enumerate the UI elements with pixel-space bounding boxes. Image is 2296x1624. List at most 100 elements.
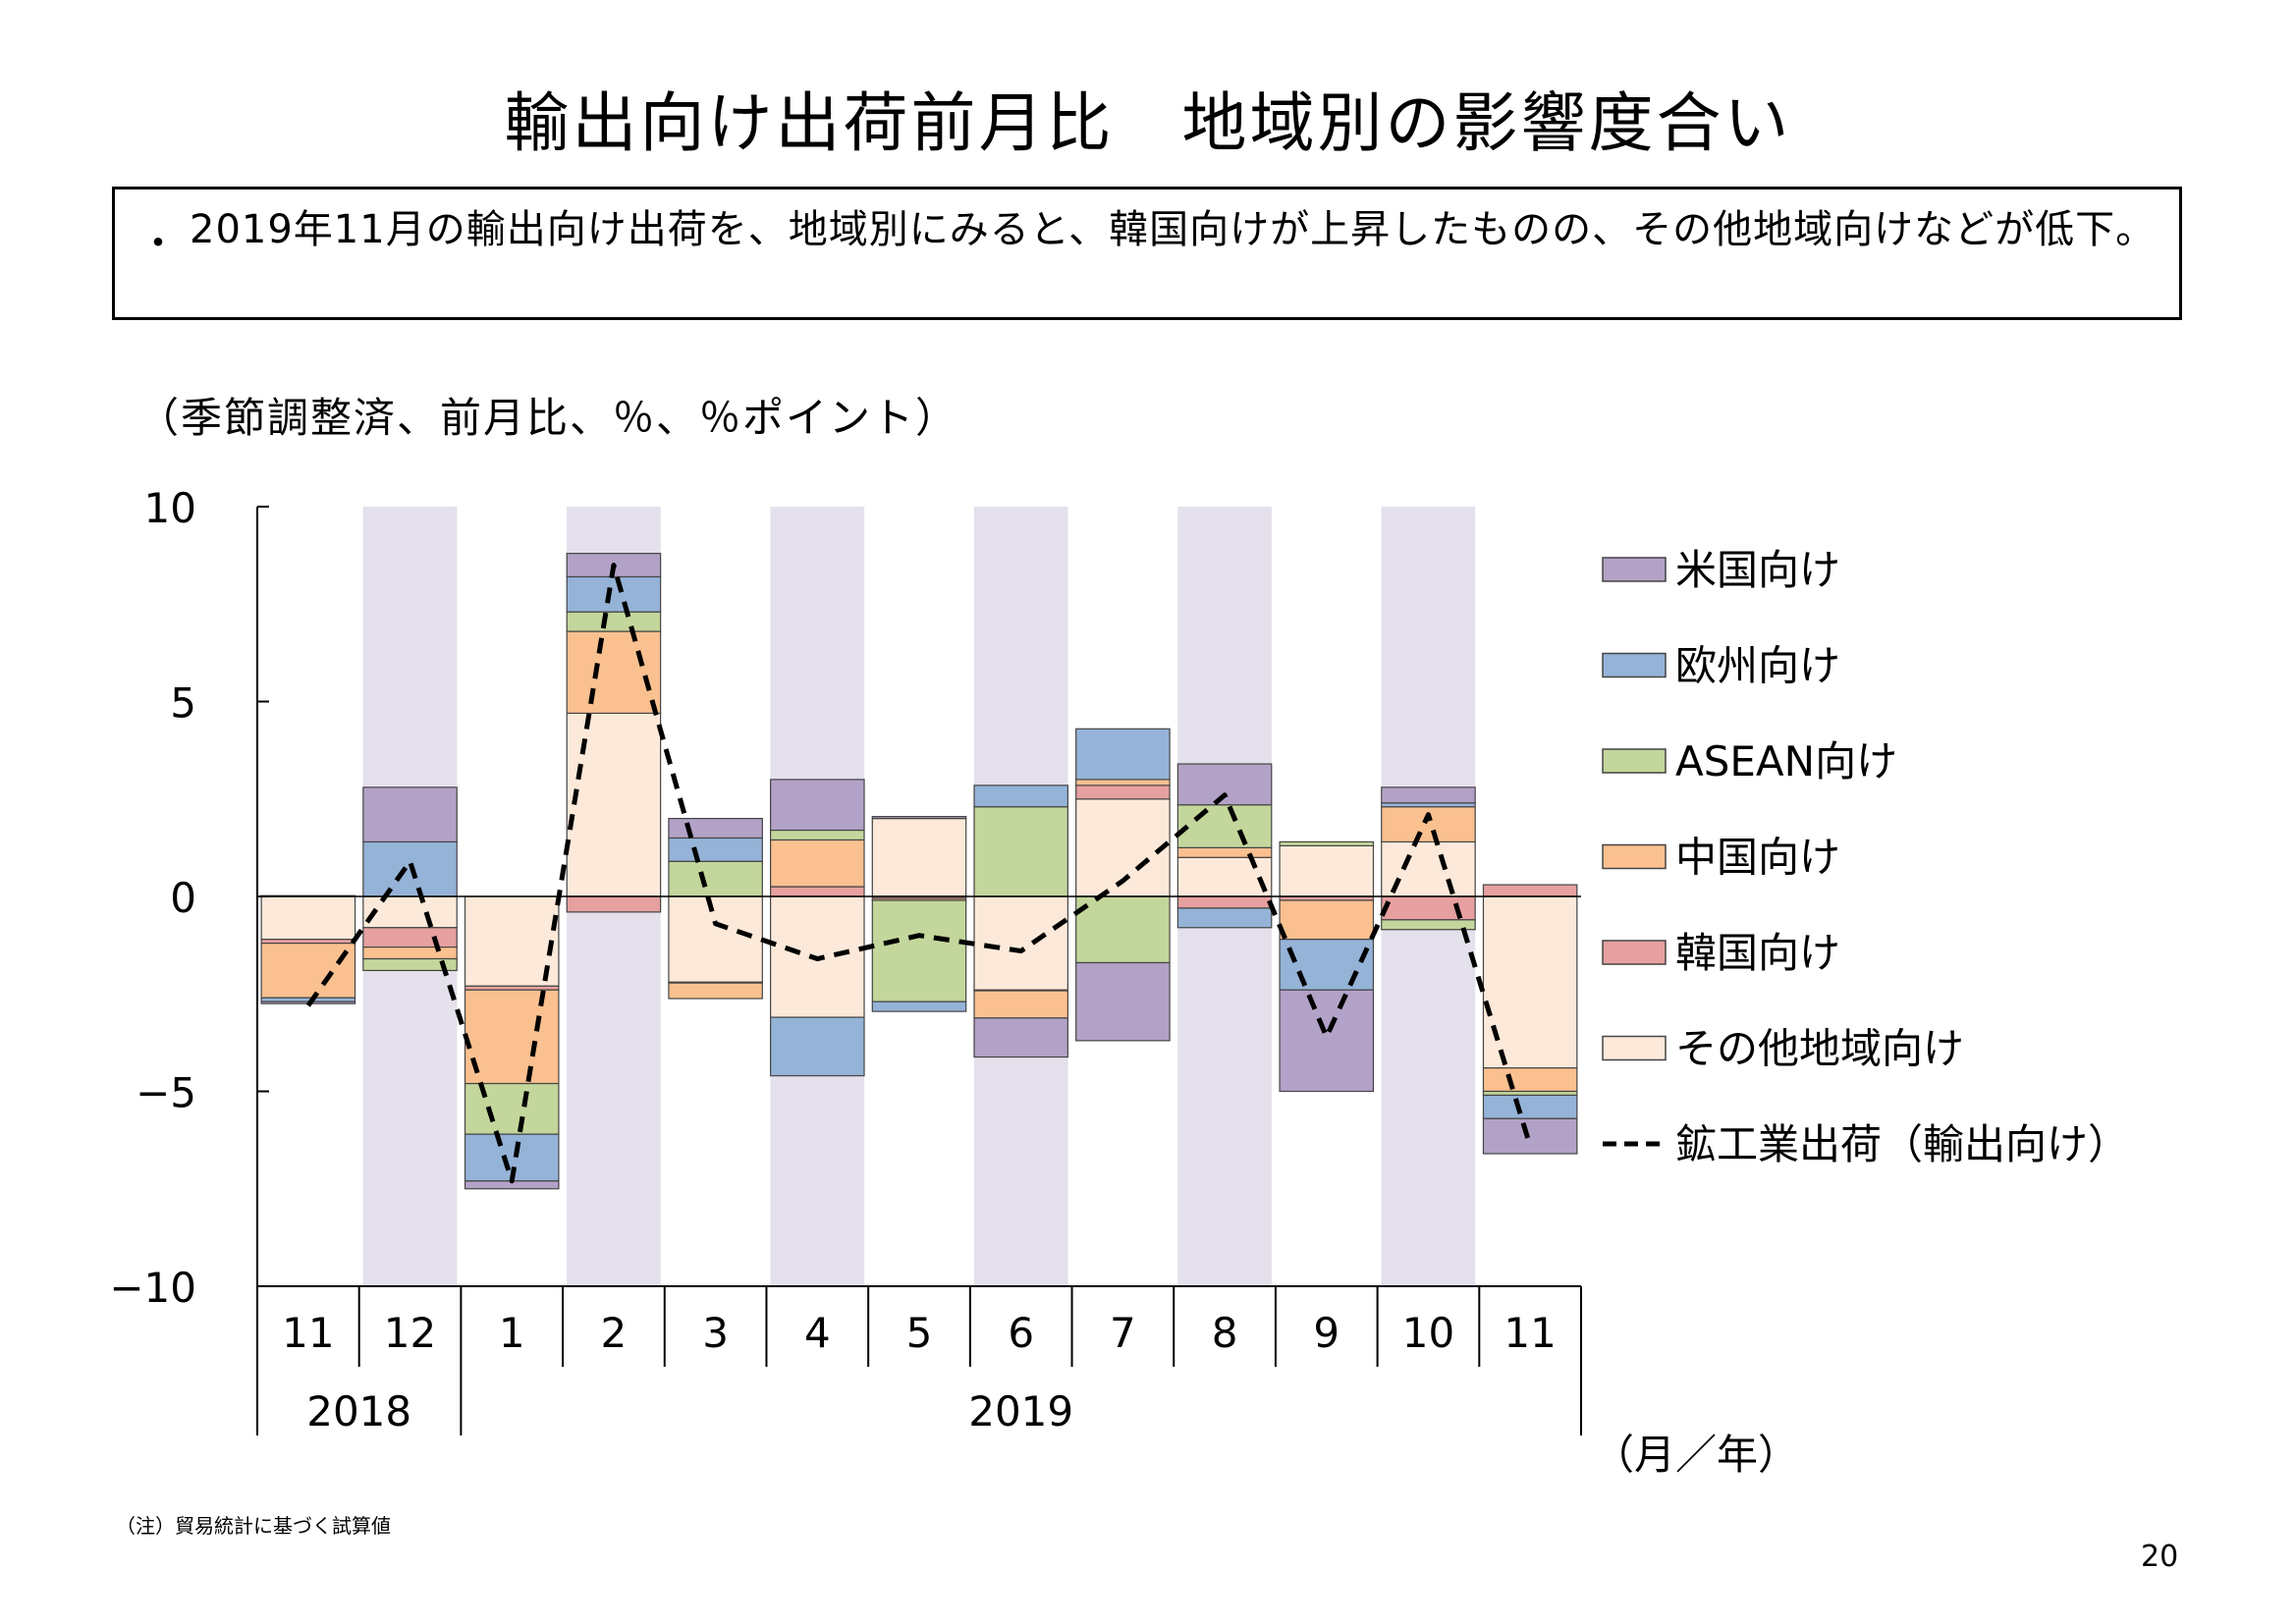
bar-segment	[1176, 763, 1273, 806]
x-tick-label: 12	[384, 1309, 436, 1357]
bar-segment	[1176, 895, 1273, 909]
bar-segment	[1279, 840, 1375, 846]
year-label: 2019	[968, 1387, 1073, 1435]
bar-segment	[1176, 804, 1273, 848]
bar-segment	[770, 886, 865, 897]
bar-segment	[566, 630, 662, 715]
bar-segment	[1381, 806, 1476, 843]
legend-swatch	[1602, 1035, 1667, 1061]
bar-segment	[1075, 779, 1171, 786]
bar-segment	[1279, 899, 1375, 941]
page-number: 20	[2141, 1540, 2179, 1574]
bar-segment	[668, 982, 763, 1000]
bar-segment	[566, 611, 662, 632]
bar-segment	[1075, 785, 1171, 800]
bar-segment	[1176, 856, 1273, 897]
x-tick-label: 4	[804, 1309, 831, 1357]
x-axis-unit-label: （月／年）	[1593, 1431, 1799, 1479]
y-tick-label: 5	[170, 679, 196, 728]
bar-segment	[1381, 786, 1476, 804]
bar-segment	[770, 839, 865, 888]
bar-segment	[362, 957, 458, 972]
bar-segment	[871, 816, 967, 820]
x-tick-label: 5	[906, 1309, 933, 1357]
summary-text: 2019年11月の輸出向け出荷を、地域別にみると、韓国向けが上昇したものの、その…	[190, 207, 2157, 252]
bar-segment	[973, 785, 1068, 808]
bar-segment	[668, 895, 763, 983]
y-tick-label: 0	[170, 874, 196, 922]
bar-segment	[260, 895, 356, 941]
x-tick-label: 2	[601, 1309, 628, 1357]
legend-label: 欧州向け	[1675, 642, 1840, 690]
bar-segment	[1279, 989, 1375, 1093]
x-tick-label: 7	[1110, 1309, 1136, 1357]
y-tick-label: −10	[109, 1264, 196, 1312]
bar-segment	[566, 895, 662, 913]
x-tick-label: 10	[1402, 1309, 1454, 1357]
legend-swatch	[1602, 843, 1667, 870]
x-tick-label: 11	[1503, 1309, 1556, 1357]
legend-swatch	[1602, 557, 1667, 582]
bar-segment	[1482, 895, 1578, 1069]
bar-segment	[973, 895, 1068, 991]
shipment-line	[305, 563, 1533, 1184]
bar-segment	[566, 712, 662, 897]
legend-label: 鉱工業出荷（輸出向け）	[1675, 1120, 2129, 1168]
legend-label: 韓国向け	[1675, 929, 1840, 977]
bar-segment	[871, 899, 967, 1002]
footnote: （注）貿易統計に基づく試算値	[116, 1514, 391, 1538]
bar-segment	[973, 806, 1068, 897]
legend-label: 中国向け	[1675, 834, 1840, 882]
bar-segment	[464, 989, 560, 1085]
y-tick-label: 10	[144, 484, 196, 532]
x-tick-label: 11	[282, 1309, 334, 1357]
units-note: （季節調整済、前月比、％、％ポイント）	[137, 394, 959, 442]
bar-segment	[1279, 939, 1375, 991]
summary-box: ・ 2019年11月の輸出向け出荷を、地域別にみると、韓国向けが上昇したものの、…	[112, 187, 2182, 320]
bullet-marker: ・	[138, 221, 178, 266]
bar-segment	[1482, 884, 1578, 897]
bar-segment	[362, 786, 458, 843]
bar-segment	[1176, 907, 1273, 929]
bar-segment	[668, 817, 763, 839]
legend-swatch	[1602, 652, 1667, 678]
y-tick-label: −5	[136, 1069, 196, 1117]
bar-segment	[1075, 961, 1171, 1042]
bar-segment	[1482, 1117, 1578, 1155]
bar-segment	[362, 927, 458, 948]
bar-segment	[973, 1017, 1068, 1058]
bar-segment	[1279, 844, 1375, 897]
legend-swatch	[1602, 940, 1667, 965]
bar-segment	[770, 779, 865, 832]
bar-segment	[871, 817, 967, 897]
x-tick-label: 8	[1212, 1309, 1238, 1357]
bar-segment	[1482, 1067, 1578, 1093]
x-tick-label: 6	[1008, 1309, 1034, 1357]
bar-segment	[668, 860, 763, 897]
legend-label: ASEAN向け	[1675, 737, 1897, 785]
page-title: 輸出向け出荷前月比 地域別の影響度合い	[504, 85, 1792, 161]
bar-segment	[1381, 919, 1476, 931]
bar-segment	[464, 1082, 560, 1135]
bar-segment	[1075, 728, 1171, 781]
bar-segment	[1075, 895, 1171, 964]
bar-segment	[770, 1016, 865, 1077]
bar-segment	[770, 829, 865, 841]
legend-swatch	[1602, 748, 1667, 774]
legend-label: 米国向け	[1675, 546, 1840, 594]
bar-segment	[1176, 846, 1273, 858]
bar-segment	[260, 943, 356, 999]
bar-segment	[668, 837, 763, 862]
bar-segment	[464, 895, 560, 987]
x-tick-label: 1	[499, 1309, 525, 1357]
x-tick-label: 9	[1313, 1309, 1339, 1357]
legend-label: その他地域向け	[1675, 1025, 1964, 1073]
year-label: 2018	[306, 1387, 411, 1435]
bar-segment	[1482, 1094, 1578, 1119]
bar-segment	[566, 575, 662, 613]
bar-segment	[362, 947, 458, 960]
bar-segment	[362, 895, 458, 929]
bar-segment	[871, 1001, 967, 1012]
bar-segment	[973, 990, 1068, 1019]
